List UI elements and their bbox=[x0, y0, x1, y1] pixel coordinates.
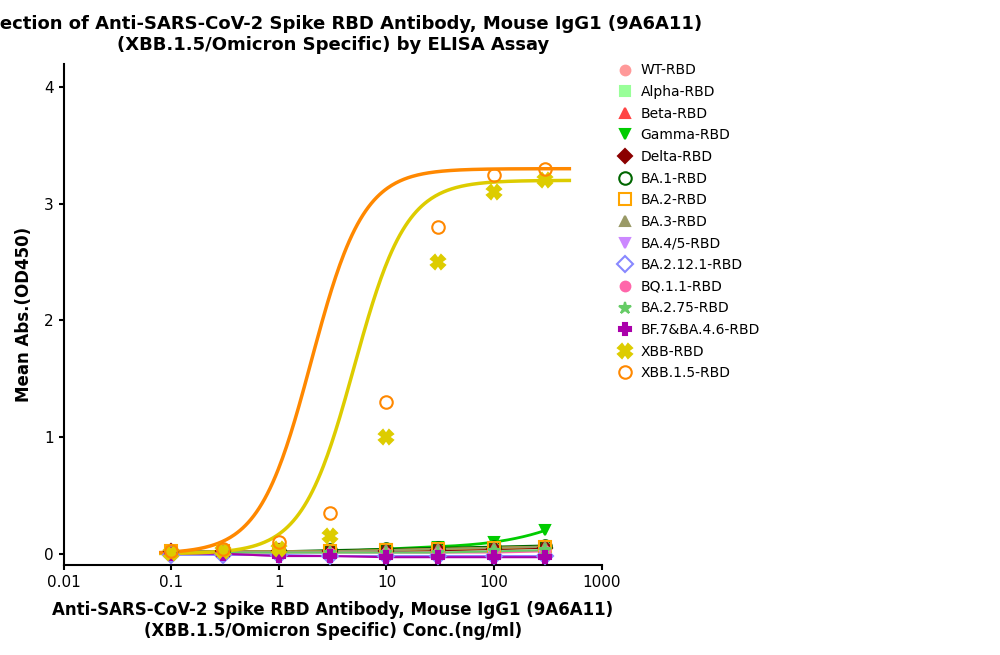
Beta-RBD bbox=[380, 546, 392, 554]
XBB-RBD bbox=[324, 533, 336, 540]
XBB.1.5-RBD bbox=[165, 548, 177, 555]
BA.4/5-RBD bbox=[380, 552, 392, 560]
BA.2.12.1-RBD bbox=[539, 552, 551, 560]
BQ.1.1-RBD bbox=[165, 549, 177, 557]
WT-RBD bbox=[324, 548, 336, 555]
BA.3-RBD bbox=[488, 544, 500, 552]
Line: BA.4/5-RBD: BA.4/5-RBD bbox=[166, 549, 550, 561]
Beta-RBD bbox=[539, 543, 551, 551]
Beta-RBD bbox=[165, 548, 177, 555]
BA.1-RBD bbox=[488, 543, 500, 551]
Alpha-RBD bbox=[273, 548, 285, 555]
XBB-RBD bbox=[380, 433, 392, 441]
Line: Beta-RBD: Beta-RBD bbox=[166, 542, 550, 556]
Alpha-RBD bbox=[539, 544, 551, 552]
BQ.1.1-RBD bbox=[380, 549, 392, 557]
BA.2.75-RBD bbox=[380, 549, 392, 557]
BA.1-RBD bbox=[165, 548, 177, 555]
Line: Alpha-RBD: Alpha-RBD bbox=[166, 543, 550, 556]
BA.4/5-RBD bbox=[273, 552, 285, 560]
BF.7&BA.4.6-RBD bbox=[539, 553, 551, 561]
XBB.1.5-RBD bbox=[324, 509, 336, 517]
Alpha-RBD bbox=[217, 548, 229, 555]
BQ.1.1-RBD bbox=[273, 549, 285, 557]
Line: XBB.1.5-RBD: XBB.1.5-RBD bbox=[165, 162, 552, 557]
Delta-RBD bbox=[539, 544, 551, 552]
BA.3-RBD bbox=[165, 548, 177, 555]
BA.2-RBD bbox=[380, 546, 392, 554]
BF.7&BA.4.6-RBD bbox=[273, 552, 285, 560]
BA.4/5-RBD bbox=[488, 552, 500, 560]
BF.7&BA.4.6-RBD bbox=[324, 552, 336, 560]
BA.4/5-RBD bbox=[432, 552, 444, 560]
Delta-RBD bbox=[488, 545, 500, 553]
BQ.1.1-RBD bbox=[488, 549, 500, 557]
BA.2.75-RBD bbox=[324, 549, 336, 557]
XBB-RBD bbox=[432, 258, 444, 266]
Line: BA.2.75-RBD: BA.2.75-RBD bbox=[165, 544, 552, 559]
Alpha-RBD bbox=[165, 548, 177, 555]
BA.1-RBD bbox=[273, 548, 285, 555]
BA.4/5-RBD bbox=[165, 550, 177, 557]
Line: BQ.1.1-RBD: BQ.1.1-RBD bbox=[166, 546, 550, 557]
Line: BA.2.12.1-RBD: BA.2.12.1-RBD bbox=[166, 550, 551, 561]
XBB-RBD bbox=[488, 188, 500, 196]
Line: BA.1-RBD: BA.1-RBD bbox=[165, 539, 552, 557]
BA.2.75-RBD bbox=[432, 549, 444, 557]
BQ.1.1-RBD bbox=[324, 549, 336, 557]
XBB.1.5-RBD bbox=[432, 223, 444, 231]
BA.2.12.1-RBD bbox=[217, 551, 229, 559]
Alpha-RBD bbox=[488, 545, 500, 553]
BA.3-RBD bbox=[432, 545, 444, 553]
BF.7&BA.4.6-RBD bbox=[488, 553, 500, 561]
Delta-RBD bbox=[273, 548, 285, 555]
BQ.1.1-RBD bbox=[432, 549, 444, 557]
Delta-RBD bbox=[432, 546, 444, 554]
Delta-RBD bbox=[165, 548, 177, 555]
BA.2.12.1-RBD bbox=[165, 551, 177, 559]
Delta-RBD bbox=[324, 548, 336, 555]
BF.7&BA.4.6-RBD bbox=[432, 553, 444, 561]
BA.3-RBD bbox=[324, 548, 336, 555]
BA.2.12.1-RBD bbox=[324, 552, 336, 560]
XBB-RBD bbox=[217, 548, 229, 555]
WT-RBD bbox=[539, 543, 551, 551]
BA.2-RBD bbox=[432, 545, 444, 553]
BF.7&BA.4.6-RBD bbox=[217, 550, 229, 557]
BQ.1.1-RBD bbox=[539, 548, 551, 555]
Gamma-RBD bbox=[432, 543, 444, 551]
BA.2-RBD bbox=[273, 548, 285, 555]
Line: BF.7&BA.4.6-RBD: BF.7&BA.4.6-RBD bbox=[166, 548, 551, 563]
BA.2.12.1-RBD bbox=[273, 551, 285, 559]
WT-RBD bbox=[380, 546, 392, 554]
BA.2.75-RBD bbox=[165, 549, 177, 557]
Legend: WT-RBD, Alpha-RBD, Beta-RBD, Gamma-RBD, Delta-RBD, BA.1-RBD, BA.2-RBD, BA.3-RBD,: WT-RBD, Alpha-RBD, Beta-RBD, Gamma-RBD, … bbox=[614, 61, 763, 383]
Gamma-RBD bbox=[488, 538, 500, 546]
BA.1-RBD bbox=[539, 542, 551, 550]
XBB-RBD bbox=[273, 545, 285, 553]
Line: WT-RBD: WT-RBD bbox=[166, 542, 550, 556]
WT-RBD bbox=[432, 545, 444, 553]
Gamma-RBD bbox=[165, 548, 177, 555]
BA.3-RBD bbox=[273, 548, 285, 555]
BA.2.12.1-RBD bbox=[432, 552, 444, 560]
XBB-RBD bbox=[539, 176, 551, 184]
X-axis label: Anti-SARS-CoV-2 Spike RBD Antibody, Mouse IgG1 (9A6A11)
(XBB.1.5/Omicron Specifi: Anti-SARS-CoV-2 Spike RBD Antibody, Mous… bbox=[52, 601, 613, 640]
WT-RBD bbox=[165, 548, 177, 555]
Line: XBB-RBD: XBB-RBD bbox=[164, 174, 552, 559]
Alpha-RBD bbox=[380, 546, 392, 554]
Gamma-RBD bbox=[539, 527, 551, 534]
BA.2.75-RBD bbox=[488, 548, 500, 555]
Gamma-RBD bbox=[217, 548, 229, 555]
BF.7&BA.4.6-RBD bbox=[380, 553, 392, 561]
Gamma-RBD bbox=[380, 545, 392, 553]
XBB.1.5-RBD bbox=[488, 170, 500, 178]
BA.2.75-RBD bbox=[273, 549, 285, 557]
BA.2-RBD bbox=[488, 544, 500, 552]
BA.1-RBD bbox=[324, 546, 336, 554]
Beta-RBD bbox=[324, 548, 336, 555]
BA.2.12.1-RBD bbox=[488, 552, 500, 560]
BF.7&BA.4.6-RBD bbox=[165, 550, 177, 557]
BA.4/5-RBD bbox=[324, 552, 336, 560]
XBB.1.5-RBD bbox=[380, 398, 392, 406]
